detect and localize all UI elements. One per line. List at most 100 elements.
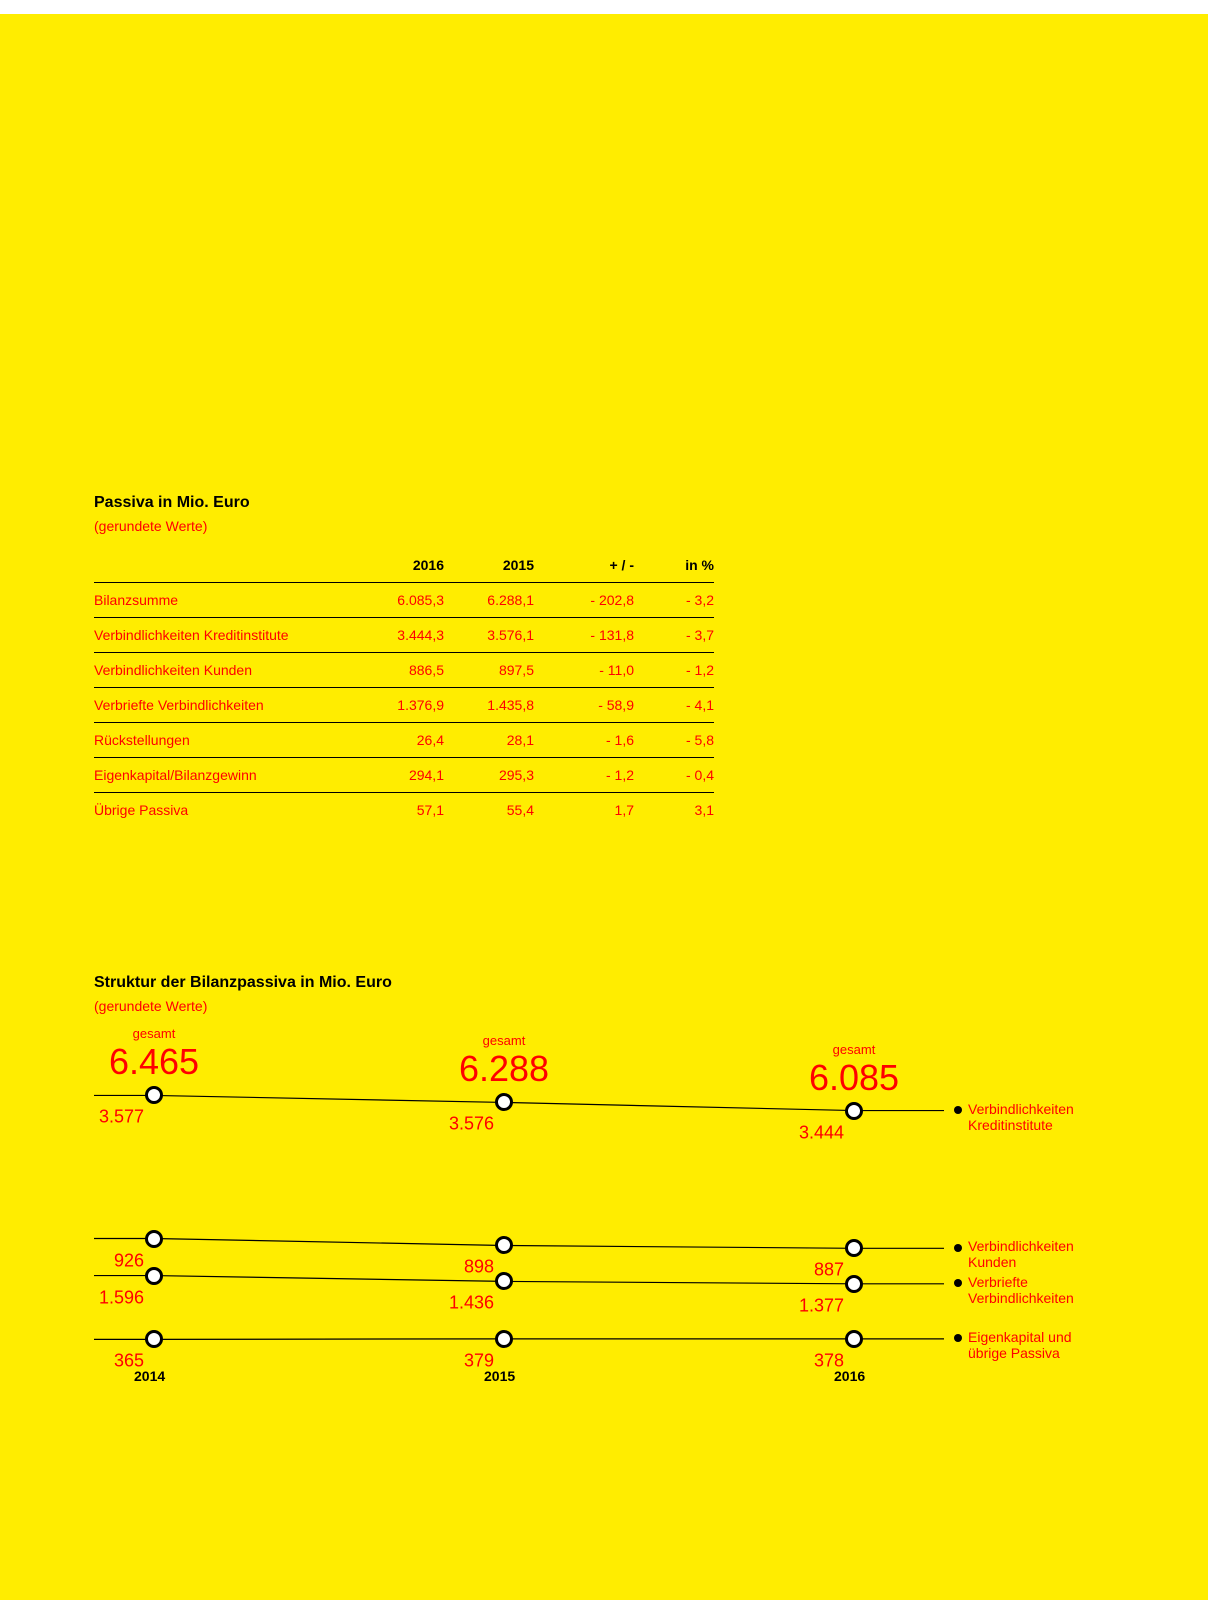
chart-value-label: 1.596	[99, 1287, 144, 1308]
total-value: 6.465	[54, 1041, 254, 1083]
cell-label: Verbindlichkeiten Kunden	[94, 653, 354, 688]
cell-y1: 886,5	[354, 653, 444, 688]
cell-y2: 897,5	[444, 653, 534, 688]
struktur-chart-block: Struktur der Bilanzpassiva in Mio. Euro …	[94, 974, 1114, 1384]
cell-diff: - 131,8	[534, 618, 634, 653]
table-row: Übrige Passiva57,155,41,73,1	[94, 793, 714, 828]
chart-marker	[495, 1272, 513, 1290]
chart-total-label: gesamt6.085	[754, 1042, 954, 1099]
chart-total-label: gesamt6.288	[404, 1033, 604, 1090]
cell-pct: 3,1	[634, 793, 714, 828]
cell-pct: - 1,2	[634, 653, 714, 688]
chart-value-label: 898	[464, 1257, 494, 1278]
chart-marker	[145, 1330, 163, 1348]
legend-text: Verbindlichkeiten	[968, 1290, 1074, 1306]
cell-y1: 1.376,9	[354, 688, 444, 723]
legend-dot-icon	[954, 1279, 962, 1287]
cell-pct: - 3,7	[634, 618, 714, 653]
table-row: Eigenkapital/Bilanzgewinn294,1295,3- 1,2…	[94, 758, 714, 793]
th-diff: + / -	[534, 548, 634, 583]
legend-text: übrige Passiva	[968, 1345, 1060, 1361]
chart-marker	[495, 1330, 513, 1348]
chart-year-label: 2015	[484, 1368, 515, 1384]
chart-value-label: 1.436	[449, 1293, 494, 1314]
cell-y2: 1.435,8	[444, 688, 534, 723]
legend-text: Kunden	[968, 1254, 1016, 1270]
cell-y2: 3.576,1	[444, 618, 534, 653]
cell-y2: 6.288,1	[444, 583, 534, 618]
chart-marker	[495, 1236, 513, 1254]
chart-marker	[145, 1267, 163, 1285]
cell-diff: - 11,0	[534, 653, 634, 688]
cell-pct: - 0,4	[634, 758, 714, 793]
cell-y1: 26,4	[354, 723, 444, 758]
legend-text: Verbindlichkeiten	[968, 1101, 1074, 1117]
cell-y1: 6.085,3	[354, 583, 444, 618]
legend-item: VerbriefteVerbindlichkeiten	[954, 1274, 1074, 1306]
cell-pct: - 3,2	[634, 583, 714, 618]
cell-label: Rückstellungen	[94, 723, 354, 758]
table-row: Rückstellungen26,428,1- 1,6- 5,8	[94, 723, 714, 758]
chart-year-label: 2014	[134, 1368, 165, 1384]
chart-value-label: 1.377	[799, 1295, 844, 1316]
table-subtitle: (gerundete Werte)	[94, 518, 714, 534]
passiva-table: 2016 2015 + / - in % Bilanzsumme6.085,36…	[94, 548, 714, 827]
chart-value-label: 3.576	[449, 1114, 494, 1135]
cell-diff: - 202,8	[534, 583, 634, 618]
legend-text: Verbriefte	[968, 1274, 1028, 1290]
chart-year-label: 2016	[834, 1368, 865, 1384]
cell-y2: 28,1	[444, 723, 534, 758]
cell-y1: 294,1	[354, 758, 444, 793]
chart-marker	[845, 1102, 863, 1120]
page: Passiva in Mio. Euro (gerundete Werte) 2…	[0, 14, 1208, 1600]
cell-diff: - 1,6	[534, 723, 634, 758]
th-2015: 2015	[444, 548, 534, 583]
cell-label: Verbriefte Verbindlichkeiten	[94, 688, 354, 723]
cell-label: Verbindlichkeiten Kreditinstitute	[94, 618, 354, 653]
legend-dot-icon	[954, 1244, 962, 1252]
chart-value-label: 926	[114, 1250, 144, 1271]
total-value: 6.288	[404, 1048, 604, 1090]
chart-subtitle: (gerundete Werte)	[94, 998, 1114, 1014]
legend-dot-icon	[954, 1334, 962, 1342]
chart-marker	[845, 1330, 863, 1348]
cell-diff: - 1,2	[534, 758, 634, 793]
th-pct: in %	[634, 548, 714, 583]
chart-area: gesamt6.4653.5779261.5963652014gesamt6.2…	[94, 1024, 1114, 1384]
gesamt-label: gesamt	[54, 1026, 254, 1041]
legend-item: VerbindlichkeitenKreditinstitute	[954, 1101, 1074, 1133]
cell-y1: 57,1	[354, 793, 444, 828]
cell-label: Übrige Passiva	[94, 793, 354, 828]
chart-marker	[845, 1275, 863, 1293]
cell-label: Eigenkapital/Bilanzgewinn	[94, 758, 354, 793]
cell-y2: 295,3	[444, 758, 534, 793]
chart-marker	[145, 1086, 163, 1104]
cell-diff: 1,7	[534, 793, 634, 828]
legend-text: Kreditinstitute	[968, 1117, 1053, 1133]
gesamt-label: gesamt	[754, 1042, 954, 1057]
legend-item: Eigenkapital undübrige Passiva	[954, 1329, 1072, 1361]
chart-marker	[145, 1230, 163, 1248]
top-band	[0, 0, 1208, 14]
chart-marker	[495, 1093, 513, 1111]
chart-total-label: gesamt6.465	[54, 1026, 254, 1083]
table-row: Verbindlichkeiten Kreditinstitute3.444,3…	[94, 618, 714, 653]
chart-value-label: 3.577	[99, 1107, 144, 1128]
chart-value-label: 3.444	[799, 1122, 844, 1143]
legend-item: VerbindlichkeitenKunden	[954, 1238, 1074, 1270]
table-row: Bilanzsumme6.085,36.288,1- 202,8- 3,2	[94, 583, 714, 618]
legend-text: Verbindlichkeiten	[968, 1238, 1074, 1254]
cell-label: Bilanzsumme	[94, 583, 354, 618]
cell-pct: - 4,1	[634, 688, 714, 723]
chart-marker	[845, 1239, 863, 1257]
chart-value-label: 887	[814, 1260, 844, 1281]
gesamt-label: gesamt	[404, 1033, 604, 1048]
table-row: Verbindlichkeiten Kunden886,5897,5- 11,0…	[94, 653, 714, 688]
cell-diff: - 58,9	[534, 688, 634, 723]
cell-y2: 55,4	[444, 793, 534, 828]
cell-y1: 3.444,3	[354, 618, 444, 653]
chart-title: Struktur der Bilanzpassiva in Mio. Euro	[94, 974, 1114, 992]
th-2016: 2016	[354, 548, 444, 583]
th-label	[94, 548, 354, 583]
table-row: Verbriefte Verbindlichkeiten1.376,91.435…	[94, 688, 714, 723]
